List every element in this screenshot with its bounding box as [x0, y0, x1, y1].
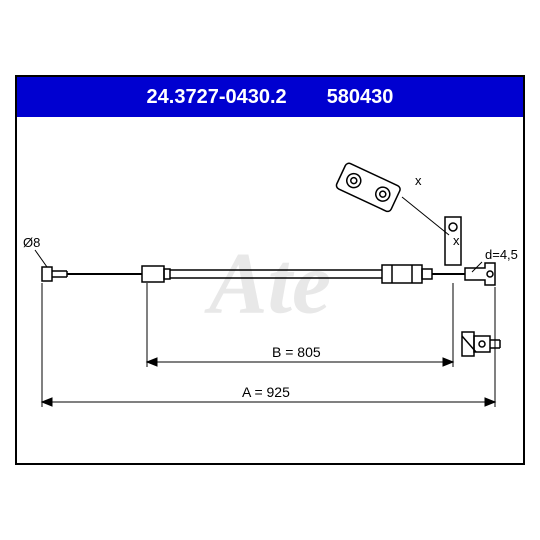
marker-x1: x: [415, 173, 422, 188]
marker-x2: x: [453, 233, 460, 248]
diameter-right-label: d=4,5: [485, 247, 518, 262]
dim-a-label: A = 925: [242, 384, 290, 400]
diagram-frame: 24.3727-0430.2 580430 Ate: [15, 75, 525, 465]
diameter-left-label: Ø8: [23, 235, 40, 250]
code: 580430: [327, 86, 394, 109]
technical-drawing: x x Ø8 d=4,5: [17, 117, 523, 463]
part-number: 24.3727-0430.2: [147, 86, 287, 109]
dim-b-label: B = 805: [272, 344, 321, 360]
diagram-body: Ate: [17, 117, 523, 465]
header-bar: 24.3727-0430.2 580430: [17, 77, 523, 117]
